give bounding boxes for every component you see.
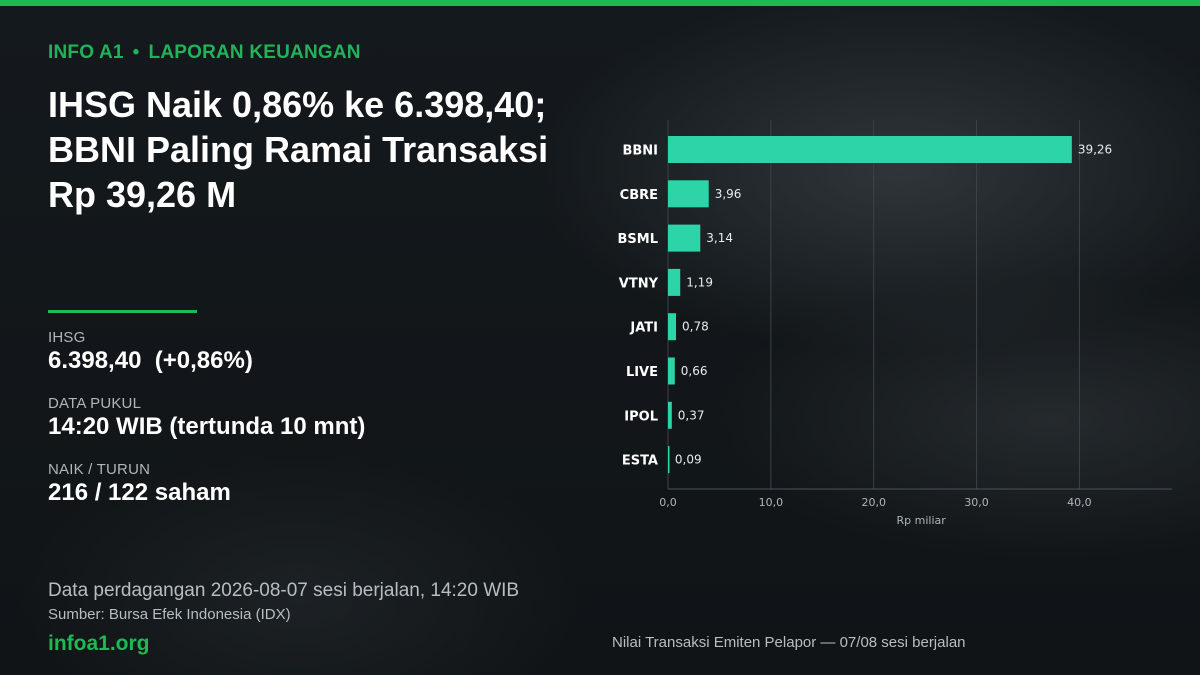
bar-value-label: 1,19 (686, 275, 713, 289)
stat-label-advance-decline: NAIK / TURUN (48, 461, 151, 478)
stat-value-ihsg: 6.398,40 (+0,86%) (48, 347, 253, 374)
headline: IHSG Naik 0,86% ke 6.398,40; BBNI Paling… (48, 82, 608, 217)
separator-dot: • (132, 42, 140, 63)
bar-ipol (668, 401, 672, 429)
data-note: Data perdagangan 2026-08-07 sesi berjala… (48, 580, 520, 601)
brand-label: INFO A1 (48, 42, 124, 63)
bar-jati (668, 313, 677, 341)
transaction-bar-chart: 39,26 BBNI 3,96 CBRE 3,14 BSML 1,19 VTNY 0,78 JAT… (618, 120, 1172, 527)
x-tick-label: 10,0 (759, 496, 784, 509)
category-label: CBRE (620, 188, 658, 203)
chart-caption: Nilai Transaksi Emiten Pelapor — 07/08 s… (612, 634, 966, 651)
stat-value-advance-decline: 216 / 122 saham (48, 479, 231, 506)
stat-label-ihsg: IHSG (48, 329, 86, 346)
stat-value-time: 14:20 WIB (tertunda 10 mnt) (48, 413, 366, 440)
bar-value-label: 0,37 (678, 408, 705, 422)
top-accent-bar (0, 0, 1200, 6)
category-label: LIVE (626, 365, 658, 380)
bar-esta (668, 446, 670, 474)
bar-value-label: 3,14 (706, 231, 733, 245)
kicker: INFO A1 • LAPORAN KEUANGAN (48, 42, 361, 64)
bar-vtny (668, 268, 681, 296)
bar-bbni (668, 136, 1072, 163)
divider-rule (48, 310, 197, 313)
category-label: IPOL (624, 409, 658, 424)
x-tick-label: 20,0 (861, 496, 886, 509)
category-label: VTNY (619, 276, 659, 291)
headline-line: BBNI Paling Ramai Transaksi (48, 129, 549, 170)
category-label: BBNI (622, 144, 658, 159)
category-label: BSML (618, 232, 659, 247)
bar-value-label: 0,09 (675, 453, 702, 467)
bar-value-label: 0,66 (681, 364, 708, 378)
category-label: ESTA (622, 454, 658, 469)
source-note: Sumber: Bursa Efek Indonesia (IDX) (48, 606, 291, 623)
bar-live (668, 357, 675, 385)
bar-value-label: 3,96 (715, 187, 742, 201)
x-tick-label: 40,0 (1067, 496, 1092, 509)
x-tick-label: 0,0 (659, 496, 677, 509)
x-axis-label: Rp miliar (897, 514, 947, 527)
bar-value-label: 39,26 (1078, 143, 1112, 157)
x-tick-label: 30,0 (964, 496, 989, 509)
stat-label-time: DATA PUKUL (48, 395, 142, 412)
bar-bsml (668, 224, 701, 252)
bar-value-label: 0,78 (682, 320, 709, 334)
site-link[interactable]: infoa1.org (48, 632, 150, 655)
category-label: JATI (629, 321, 658, 336)
headline-line: Rp 39,26 M (48, 174, 237, 215)
bar-cbre (668, 180, 709, 208)
headline-line: IHSG Naik 0,86% ke 6.398,40; (48, 84, 547, 125)
section-label: LAPORAN KEUANGAN (148, 42, 361, 63)
